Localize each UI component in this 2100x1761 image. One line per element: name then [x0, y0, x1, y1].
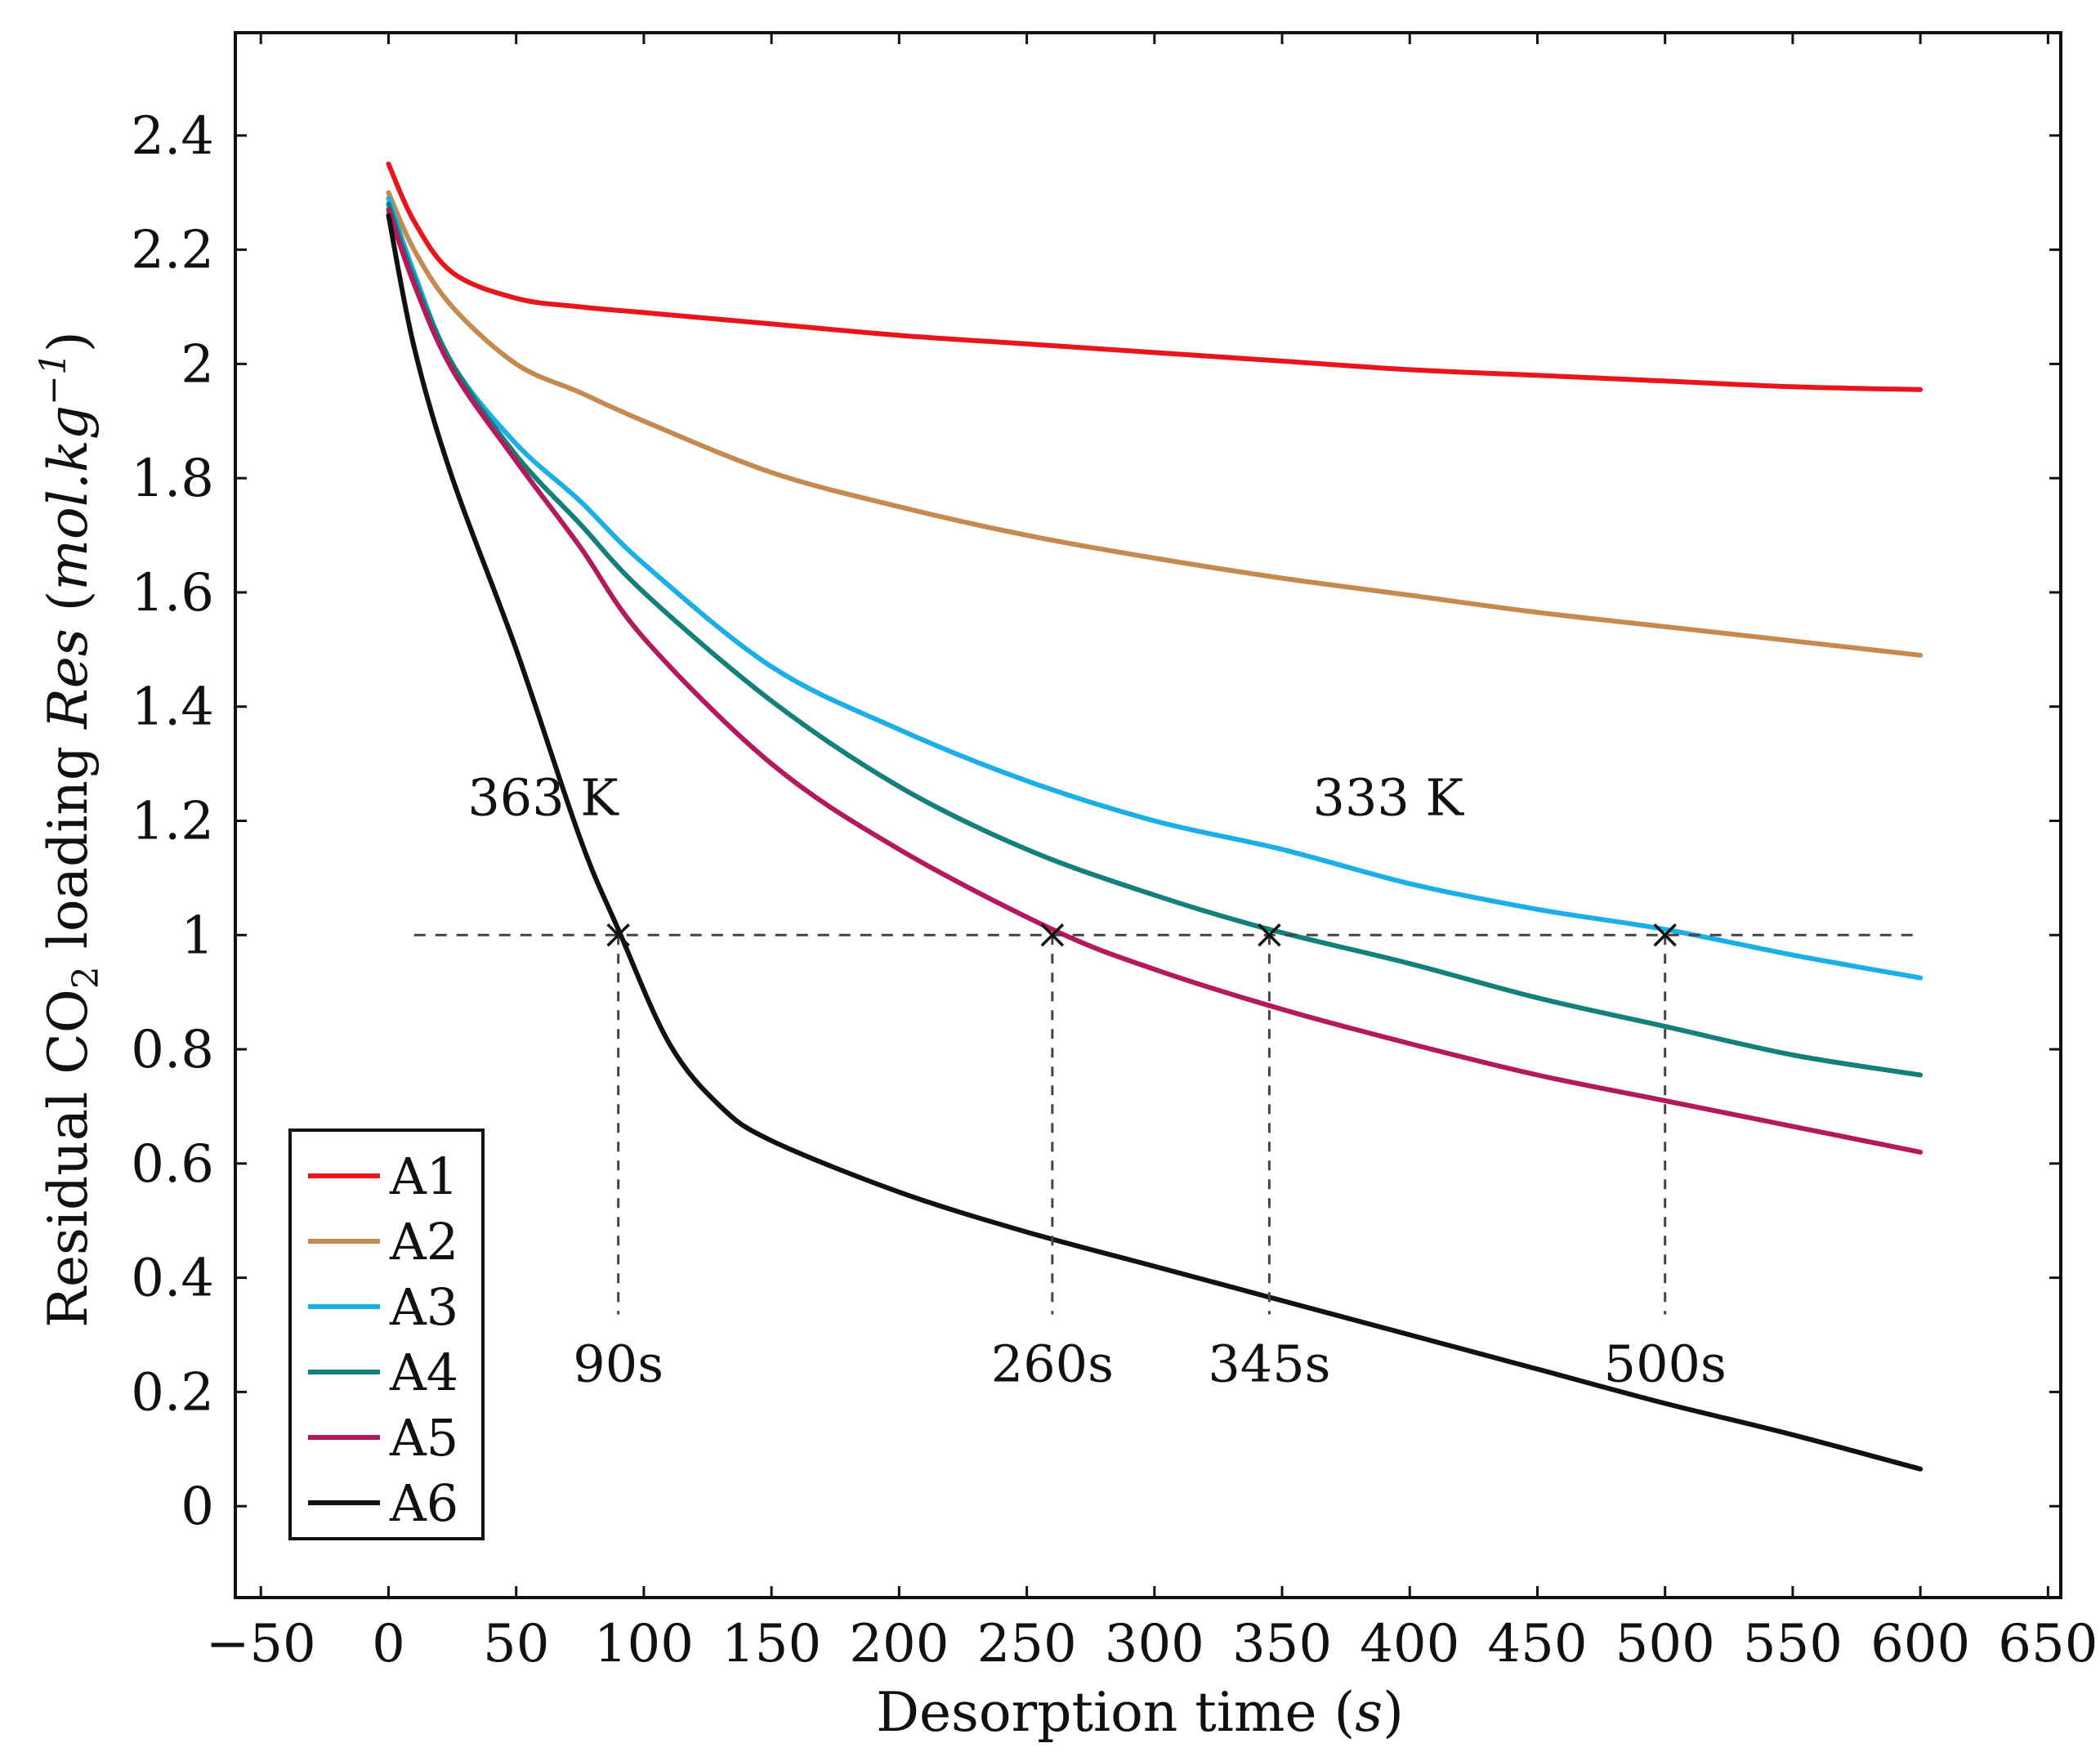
x-axis-title-main: Desorption time [876, 1681, 1334, 1744]
cross-marker-stroke [606, 923, 630, 947]
x-tick-label: 400 [1360, 1614, 1459, 1674]
y-axis-title-superscript: −1 [33, 352, 74, 405]
y-tick-label: 1.2 [131, 791, 214, 851]
series-line-a1 [386, 161, 1924, 392]
legend-label: A4 [389, 1343, 458, 1402]
cross-marker [606, 923, 630, 947]
cross-marker [1653, 923, 1677, 947]
y-axis-title-close: ) [37, 331, 100, 352]
cross-marker [1258, 923, 1281, 947]
legend-entry-a5: A5 [308, 1408, 458, 1468]
y-tick-label: 1.6 [131, 563, 214, 624]
y-axis-title-lead: Residual CO [37, 989, 100, 1328]
series-line-a6 [386, 212, 1924, 1472]
series-line-a5 [386, 207, 1924, 1155]
cross-marker-stroke [1040, 923, 1065, 947]
y-axis-title-open: ( [37, 591, 100, 629]
legend-box [288, 1129, 485, 1540]
annotations: 363 K 333 K [467, 768, 1464, 828]
y-tick-label: 1.8 [131, 449, 214, 509]
y-tick-label: 0 [181, 1477, 214, 1537]
y-tick-label: 1 [181, 905, 214, 966]
legend-entry-a3: A3 [308, 1277, 458, 1337]
x-tick-label: 50 [483, 1614, 549, 1674]
y-tick-label: 2.2 [131, 221, 214, 281]
x-tick-label: 500 [1615, 1614, 1715, 1674]
x-axis-title: Desorption time (s) [876, 1681, 1404, 1744]
legend-label: A5 [389, 1408, 458, 1468]
x-tick-label: 200 [849, 1614, 949, 1674]
y-tick-label: 0.6 [131, 1134, 214, 1195]
marker-time-label: 345s [1208, 1334, 1330, 1393]
series-line-a3 [386, 195, 1924, 981]
x-tick-label: 600 [1870, 1614, 1970, 1674]
x-tick-label: 550 [1743, 1614, 1843, 1674]
legend-entry-a4: A4 [308, 1343, 458, 1402]
marker-time-label: 260s [991, 1334, 1114, 1393]
legend-label: A2 [389, 1212, 458, 1272]
series-line-a4 [386, 201, 1924, 1078]
y-axis-title: Residual CO2 loading Res (mol.kg−1) [33, 331, 107, 1327]
x-tick-label: 450 [1487, 1614, 1587, 1674]
x-tick-label: −50 [206, 1614, 316, 1674]
series-lines [386, 161, 1924, 1472]
y-tick-label: 2 [181, 334, 214, 395]
x-axis-title-unit: s [1355, 1681, 1383, 1744]
cross-marker-stroke [1258, 923, 1281, 947]
legend-entry-a2: A2 [308, 1212, 458, 1272]
reference-lines [413, 933, 1921, 1315]
x-axis-title-open: ( [1334, 1681, 1356, 1744]
marker-time-label: 90s [573, 1334, 664, 1393]
legend-entry-a1: A1 [308, 1146, 458, 1206]
y-tick-label: 0.2 [131, 1362, 214, 1423]
series-line-a2 [386, 190, 1924, 658]
x-tick-label: 350 [1232, 1614, 1332, 1674]
x-tick-label: 150 [722, 1614, 821, 1674]
x-tick-label: 300 [1105, 1614, 1204, 1674]
x-tick-label: 100 [594, 1614, 694, 1674]
temperature-annotation: 363 K [467, 768, 619, 828]
y-axis-title-subscript: 2 [65, 966, 107, 989]
legend-label: A3 [389, 1277, 458, 1337]
cross-marker-stroke [1653, 923, 1677, 947]
y-tick-label: 2.4 [131, 106, 214, 167]
temperature-annotation: 333 K [1313, 768, 1465, 828]
axes: −50 0 50 100 150 200 250 300 350 400 450 500 550 600 6… [131, 31, 2098, 1674]
threshold-markers: 90s 260s 345s 500s [573, 923, 1727, 1393]
legend-entry-a6: A6 [308, 1473, 458, 1533]
y-tick-label: 0.4 [131, 1249, 214, 1309]
plot-frame [234, 31, 2062, 1599]
x-tick-label: 0 [372, 1614, 405, 1674]
y-axis-title-unit: mol.kg [37, 405, 100, 591]
y-tick-label: 1.4 [131, 677, 214, 738]
x-tick-label: 250 [977, 1614, 1077, 1674]
cross-marker [1040, 923, 1065, 947]
legend-label: A6 [389, 1473, 458, 1533]
y-tick-label: 0.8 [131, 1020, 214, 1080]
marker-time-label: 500s [1604, 1334, 1727, 1393]
legend-label: A1 [389, 1146, 458, 1206]
x-tick-label: 650 [1998, 1614, 2098, 1674]
y-axis-title-var: Res [37, 628, 100, 730]
y-axis-title-mid: loading [37, 729, 100, 966]
x-axis-title-close: ) [1383, 1681, 1404, 1744]
